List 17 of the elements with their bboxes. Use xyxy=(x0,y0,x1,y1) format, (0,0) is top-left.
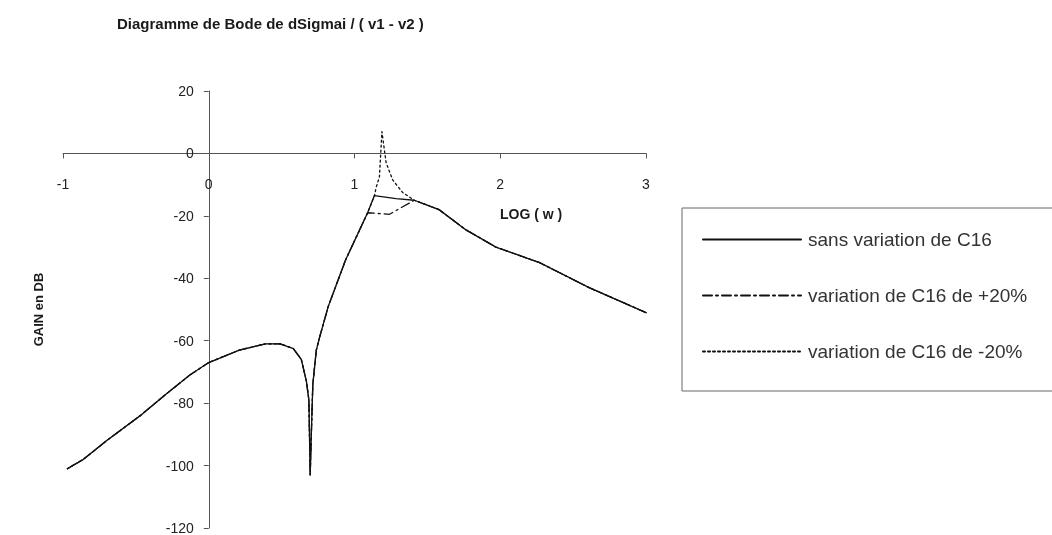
x-tick-label: 3 xyxy=(642,176,651,193)
x-tick-label: 1 xyxy=(350,176,359,193)
text: sans variation de C16 xyxy=(808,229,992,250)
x-axis-title: LOG ( w ) xyxy=(500,206,563,222)
x-tick-label: 2 xyxy=(496,176,505,193)
text: variation de C16 de -20% xyxy=(808,341,1023,362)
chart-title: Diagramme de Bode de dSigmai / ( v1 - v2 ) xyxy=(117,15,424,32)
y-tick-label: -120 xyxy=(165,520,194,535)
y-axis-title: GAIN en DB xyxy=(30,272,46,347)
y-tick-label: -100 xyxy=(165,457,194,474)
y-tick-label: -40 xyxy=(173,270,194,287)
y-tick-label: -60 xyxy=(173,332,194,349)
y-tick-label: -20 xyxy=(173,207,194,224)
y-tick-label: -80 xyxy=(173,395,194,412)
text: variation de C16 de +20% xyxy=(808,285,1028,306)
x-tick-label: -1 xyxy=(56,176,70,193)
y-tick-label: 20 xyxy=(178,83,194,99)
